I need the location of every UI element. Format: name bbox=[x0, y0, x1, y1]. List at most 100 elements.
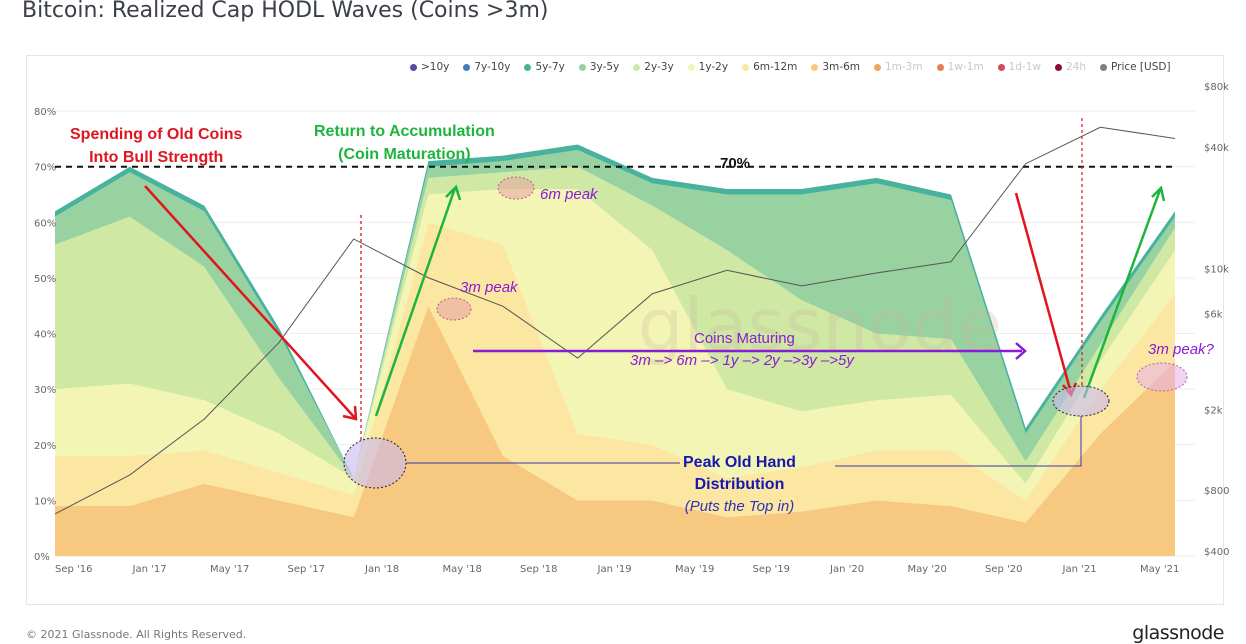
annotation-6m-peak: 6m peak bbox=[540, 186, 598, 203]
y-tick-right: $80k bbox=[1204, 82, 1229, 93]
legend-item[interactable]: 1w-1m bbox=[936, 61, 984, 73]
x-tick: Sep '20 bbox=[985, 564, 1023, 575]
y-tick-right: $400 bbox=[1204, 547, 1229, 558]
annotation-70-percent: 70% bbox=[720, 155, 751, 172]
area-3y-5y bbox=[55, 150, 1175, 479]
annotation-maturing-sequence: 3m –> 6m –> 1y –> 2y –>3y –>5y bbox=[630, 352, 854, 369]
legend-label: Price [USD] bbox=[1110, 61, 1171, 73]
legend-label: 1m-3m bbox=[884, 61, 923, 73]
x-axis: Sep '16 Jan '17 May '17 Sep '17 Jan '18 May '… bbox=[55, 564, 1179, 575]
area-1y-2y bbox=[55, 188, 1175, 501]
legend-dot-icon bbox=[742, 63, 750, 71]
red-arrowhead bbox=[342, 405, 358, 421]
chart-title: Bitcoin: Realized Cap HODL Waves (Coins … bbox=[22, 0, 549, 23]
purple-arrowhead bbox=[1015, 342, 1027, 360]
x-tick: Sep '18 bbox=[520, 564, 558, 575]
y-tick-right: $40k bbox=[1204, 143, 1229, 154]
legend-item[interactable]: 3m-6m bbox=[811, 61, 860, 73]
footer-copyright: © 2021 Glassnode. All Rights Reserved. bbox=[26, 628, 247, 641]
legend-dot-icon bbox=[997, 63, 1005, 71]
legend-item[interactable]: 5y-7y bbox=[524, 61, 565, 73]
x-tick: Jan '21 bbox=[1062, 564, 1097, 575]
y-tick-right: $2k bbox=[1204, 406, 1223, 417]
legend-label: 1d-1w bbox=[1008, 61, 1041, 73]
x-tick: Sep '17 bbox=[288, 564, 326, 575]
annotation-peak-old-hand-line1: Peak Old Hand bbox=[683, 454, 796, 471]
y-tick-right: $6k bbox=[1204, 309, 1223, 320]
legend-item[interactable]: 2y-3y bbox=[633, 61, 674, 73]
y-tick-left: 30% bbox=[34, 385, 56, 396]
annotation-3m-peak-question: 3m peak? bbox=[1148, 341, 1214, 358]
y-tick-left: 20% bbox=[34, 441, 56, 452]
legend-item[interactable]: 24h bbox=[1054, 61, 1086, 73]
red-arrow-2021 bbox=[1014, 192, 1073, 394]
legend-label: 2y-3y bbox=[644, 61, 674, 73]
legend-label: 6m-12m bbox=[753, 61, 798, 73]
x-tick: Jan '17 bbox=[132, 564, 167, 575]
x-tick: May '21 bbox=[1140, 564, 1179, 575]
legend-label: >10y bbox=[421, 61, 450, 73]
y-tick-right: $800 bbox=[1204, 486, 1229, 497]
watermark: glassnode bbox=[638, 283, 1003, 367]
legend-item[interactable]: Price [USD] bbox=[1099, 61, 1171, 73]
legend-label: 3y-5y bbox=[589, 61, 620, 73]
y-tick-left: 40% bbox=[34, 330, 56, 341]
legend-label: 1w-1m bbox=[947, 61, 984, 73]
legend-label: 3m-6m bbox=[822, 61, 860, 73]
legend-label: 1y-2y bbox=[698, 61, 729, 73]
legend-item[interactable]: 1d-1w bbox=[997, 61, 1041, 73]
footer-logo: glassnode bbox=[1132, 622, 1224, 644]
green-arrowhead bbox=[445, 184, 462, 201]
legend-dot-icon bbox=[1099, 63, 1107, 71]
y-axis-left: 0% 10% 20% 30% 40% 50% 60% 70% 80% bbox=[34, 107, 56, 563]
x-tick: May '18 bbox=[443, 564, 482, 575]
price-line bbox=[55, 126, 1175, 515]
annotation-spending-line1: Spending of Old Coins bbox=[70, 126, 243, 143]
connector-line-right bbox=[835, 416, 1082, 467]
legend-item[interactable]: 6m-12m bbox=[742, 61, 797, 73]
y-tick-left: 10% bbox=[34, 496, 56, 507]
y-tick-left: 0% bbox=[34, 552, 50, 563]
legend-label: 7y-10y bbox=[474, 61, 511, 73]
legend-item[interactable]: 3y-5y bbox=[578, 61, 620, 73]
legend-item[interactable]: >10y bbox=[410, 61, 449, 73]
legend-dot-icon bbox=[936, 63, 944, 71]
x-tick: May '20 bbox=[908, 564, 947, 575]
3m-peak-question-ellipse bbox=[1136, 362, 1188, 392]
annotation-3m-peak: 3m peak bbox=[460, 279, 518, 296]
x-tick: Jan '18 bbox=[364, 564, 399, 575]
y-tick-left: 70% bbox=[34, 163, 56, 174]
annotation-spending-line2: Into Bull Strength bbox=[89, 149, 224, 166]
legend-item[interactable]: 1y-2y bbox=[687, 61, 729, 73]
x-tick: Jan '19 bbox=[597, 564, 632, 575]
legend-dot-icon bbox=[1054, 63, 1062, 71]
legend-dot-icon bbox=[524, 63, 532, 71]
y-tick-left: 50% bbox=[34, 274, 56, 285]
3m-peak-ellipse bbox=[436, 297, 472, 321]
legend-dot-icon bbox=[811, 63, 819, 71]
green-arrow bbox=[374, 187, 457, 417]
annotation-return: Return to Accumulation (Coin Maturation) bbox=[314, 120, 495, 166]
y-tick-left: 80% bbox=[34, 107, 56, 118]
distribution-circle-2021 bbox=[1052, 385, 1110, 417]
legend-dot-icon bbox=[410, 63, 417, 71]
legend-item[interactable]: 1m-3m bbox=[873, 61, 923, 73]
annotation-puts-top: (Puts the Top in) bbox=[684, 498, 795, 515]
x-tick: Jan '20 bbox=[829, 564, 864, 575]
chart-legend: >10y 7y-10y 5y-7y 3y-5y 2y-3y 1y-2y 6m-12m 3m-6… bbox=[410, 61, 1171, 73]
legend-dot-icon bbox=[873, 63, 881, 71]
6m-peak-ellipse bbox=[497, 176, 535, 200]
y-tick-left: 60% bbox=[34, 218, 56, 229]
legend-dot-icon bbox=[687, 63, 695, 71]
annotation-return-line2: (Coin Maturation) bbox=[338, 146, 471, 163]
red-arrow bbox=[144, 185, 356, 419]
distribution-circle-2018 bbox=[343, 437, 407, 489]
x-tick: May '19 bbox=[675, 564, 714, 575]
legend-item[interactable]: 7y-10y bbox=[463, 61, 510, 73]
green-arrow-2021 bbox=[1082, 189, 1162, 399]
legend-dot-icon bbox=[633, 63, 641, 71]
legend-label: 5y-7y bbox=[535, 61, 565, 73]
annotation-return-line1: Return to Accumulation bbox=[314, 123, 495, 140]
annotation-peak-old-hand: Peak Old Hand Distribution (Puts the Top… bbox=[683, 452, 796, 518]
annotation-spending: Spending of Old Coins Into Bull Strength bbox=[70, 123, 242, 169]
